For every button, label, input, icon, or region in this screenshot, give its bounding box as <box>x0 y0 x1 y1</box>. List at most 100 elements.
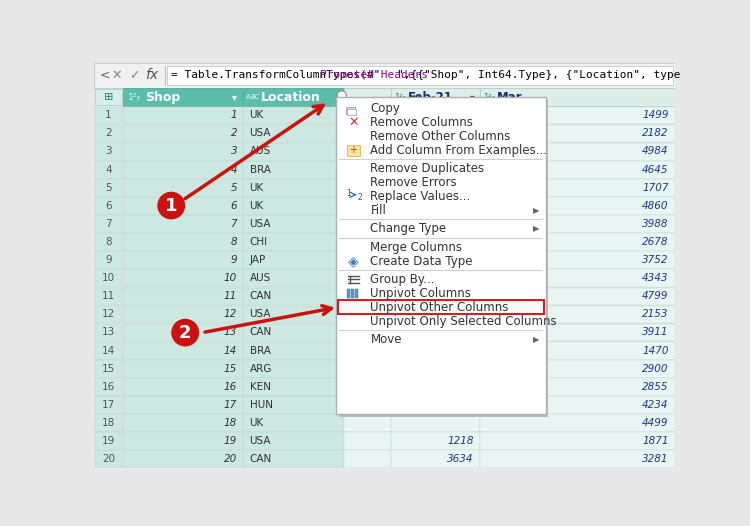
FancyBboxPatch shape <box>344 288 391 305</box>
Text: UK: UK <box>250 183 264 193</box>
Text: 15: 15 <box>102 363 115 373</box>
Text: 1871: 1871 <box>642 436 669 446</box>
Text: 11: 11 <box>224 291 237 301</box>
Text: ▾: ▾ <box>470 92 475 102</box>
Text: 8: 8 <box>105 237 112 247</box>
FancyBboxPatch shape <box>94 179 122 197</box>
FancyBboxPatch shape <box>391 143 480 160</box>
FancyBboxPatch shape <box>480 360 675 378</box>
FancyBboxPatch shape <box>480 378 675 396</box>
Text: 20: 20 <box>102 454 115 464</box>
Text: 13: 13 <box>102 327 115 337</box>
Text: 15: 15 <box>224 363 237 373</box>
FancyBboxPatch shape <box>123 161 243 179</box>
Text: 5: 5 <box>105 183 112 193</box>
Text: 8: 8 <box>230 237 237 247</box>
Text: BRA: BRA <box>250 346 271 356</box>
FancyBboxPatch shape <box>344 269 391 287</box>
Text: 1: 1 <box>105 110 112 120</box>
FancyBboxPatch shape <box>391 215 480 233</box>
FancyBboxPatch shape <box>94 396 122 414</box>
Text: Unpivot Only Selected Columns: Unpivot Only Selected Columns <box>370 315 557 328</box>
Text: 6: 6 <box>230 201 237 211</box>
Text: 14: 14 <box>224 346 237 356</box>
FancyBboxPatch shape <box>94 234 122 251</box>
Text: 1²₃: 1²₃ <box>484 93 495 102</box>
Text: 2900: 2900 <box>642 363 669 373</box>
Text: Create Data Type: Create Data Type <box>370 255 473 268</box>
FancyBboxPatch shape <box>123 360 243 378</box>
FancyBboxPatch shape <box>94 215 122 233</box>
Text: Move: Move <box>370 333 402 346</box>
Text: Remove Columns: Remove Columns <box>370 116 473 129</box>
Text: 4645: 4645 <box>642 165 669 175</box>
FancyBboxPatch shape <box>480 414 675 432</box>
Text: 1: 1 <box>230 110 237 120</box>
FancyBboxPatch shape <box>391 324 480 341</box>
Text: Remove Other Columns: Remove Other Columns <box>370 130 511 143</box>
Text: 19: 19 <box>224 436 237 446</box>
Text: 10: 10 <box>102 273 115 283</box>
Text: 1218: 1218 <box>447 436 473 446</box>
FancyBboxPatch shape <box>391 360 480 378</box>
FancyBboxPatch shape <box>480 306 675 323</box>
FancyBboxPatch shape <box>243 396 344 414</box>
FancyBboxPatch shape <box>123 234 243 251</box>
Text: 4: 4 <box>105 165 112 175</box>
FancyBboxPatch shape <box>351 289 354 298</box>
FancyBboxPatch shape <box>391 396 480 414</box>
FancyBboxPatch shape <box>344 234 391 251</box>
Text: CAN: CAN <box>250 291 272 301</box>
FancyBboxPatch shape <box>344 414 391 432</box>
FancyBboxPatch shape <box>167 66 673 85</box>
Text: 1470: 1470 <box>642 346 669 356</box>
FancyBboxPatch shape <box>94 432 122 450</box>
FancyBboxPatch shape <box>243 179 344 197</box>
Text: 6: 6 <box>105 201 112 211</box>
Text: 17: 17 <box>102 400 115 410</box>
FancyBboxPatch shape <box>243 197 344 215</box>
Text: 4799: 4799 <box>642 291 669 301</box>
FancyBboxPatch shape <box>94 324 122 341</box>
Text: 2: 2 <box>230 128 237 138</box>
Text: ARG: ARG <box>250 363 272 373</box>
Text: Group By...: Group By... <box>370 273 435 286</box>
FancyBboxPatch shape <box>338 300 544 314</box>
Text: 7: 7 <box>105 219 112 229</box>
Text: ✕: ✕ <box>348 116 358 129</box>
FancyBboxPatch shape <box>391 342 480 360</box>
Text: 12: 12 <box>224 309 237 319</box>
FancyBboxPatch shape <box>480 215 675 233</box>
Text: ▶: ▶ <box>533 224 539 233</box>
FancyBboxPatch shape <box>94 450 122 468</box>
FancyBboxPatch shape <box>94 288 122 305</box>
FancyBboxPatch shape <box>344 107 391 124</box>
Text: ▶: ▶ <box>533 206 539 215</box>
Text: Unpivot Columns: Unpivot Columns <box>370 287 471 300</box>
Circle shape <box>158 191 185 219</box>
FancyBboxPatch shape <box>94 197 122 215</box>
Text: AUS: AUS <box>250 146 271 156</box>
FancyBboxPatch shape <box>243 414 344 432</box>
FancyBboxPatch shape <box>243 342 344 360</box>
FancyBboxPatch shape <box>94 269 122 287</box>
FancyBboxPatch shape <box>344 179 391 197</box>
FancyBboxPatch shape <box>339 99 548 417</box>
Text: USA: USA <box>250 128 271 138</box>
FancyBboxPatch shape <box>123 288 243 305</box>
Text: 4: 4 <box>230 165 237 175</box>
FancyBboxPatch shape <box>391 179 480 197</box>
FancyBboxPatch shape <box>344 251 391 269</box>
Text: 3752: 3752 <box>642 255 669 265</box>
FancyBboxPatch shape <box>243 288 344 305</box>
Text: ◈: ◈ <box>348 254 358 268</box>
Text: 10: 10 <box>224 273 237 283</box>
Text: 13: 13 <box>224 327 237 337</box>
Text: Promoted Headers: Promoted Headers <box>320 70 428 80</box>
Text: 2: 2 <box>105 128 112 138</box>
FancyBboxPatch shape <box>480 143 675 160</box>
Text: 2678: 2678 <box>642 237 669 247</box>
FancyBboxPatch shape <box>94 63 675 88</box>
Text: Fill: Fill <box>370 204 386 217</box>
FancyBboxPatch shape <box>123 269 243 287</box>
